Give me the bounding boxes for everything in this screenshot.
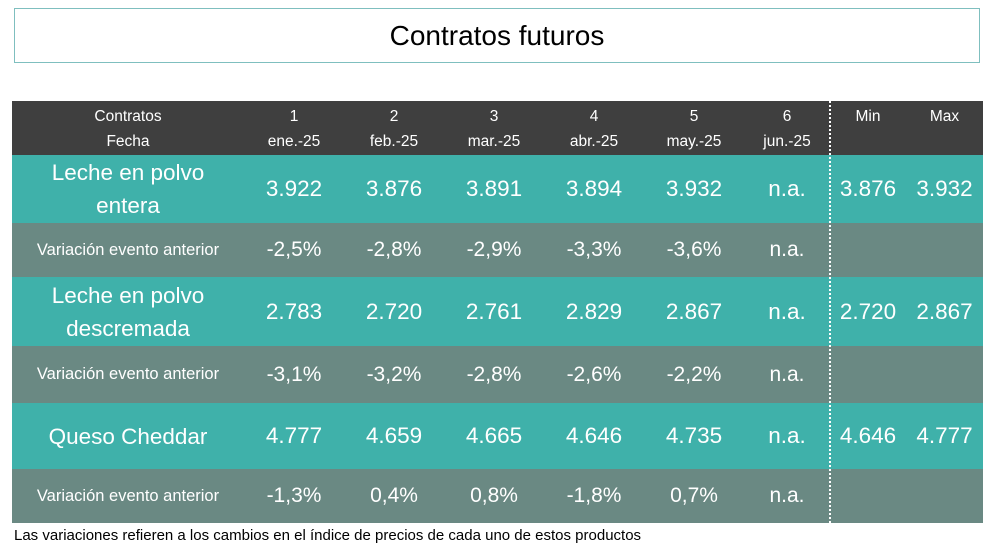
value-cell: -2,8% <box>466 362 522 386</box>
row-label-line1: Leche en polvo <box>51 282 205 308</box>
value-cell: n.a. <box>768 176 806 201</box>
value-cell: -1,8% <box>566 484 622 507</box>
header-col-3: 3 mar.-25 <box>444 101 544 155</box>
header-col-date: mar.-25 <box>467 133 521 150</box>
min-cell <box>830 223 906 277</box>
row-label: Leche en polvo descremada <box>12 277 244 346</box>
min-cell: 2.720 <box>839 298 897 324</box>
value-cell: -3,3% <box>566 238 622 261</box>
header-col-6: 6 jun.-25 <box>744 101 830 155</box>
value-cell: n.a. <box>769 362 805 386</box>
header-row-label: Contratos Fecha <box>12 101 244 155</box>
value-cell: n.a. <box>768 298 806 324</box>
max-cell: 4.777 <box>916 423 973 448</box>
row-label-line1: Variación evento anterior <box>36 365 220 383</box>
value-cell: 4.659 <box>365 423 423 448</box>
header-max: Max <box>906 101 983 155</box>
max-cell <box>906 469 983 523</box>
value-cell: 4.777 <box>265 423 323 448</box>
header-col-4: 4 abr.-25 <box>544 101 644 155</box>
header-col-date: abr.-25 <box>569 133 619 150</box>
product-row: Leche en polvo descremada 2.783 2.720 2.761 2… <box>12 277 983 346</box>
header-col-number: 1 <box>289 108 299 125</box>
value-cell: 3.922 <box>265 176 323 201</box>
row-label: Queso Cheddar <box>12 403 244 469</box>
header-col-number: 2 <box>389 108 399 125</box>
value-cell: 2.761 <box>465 298 523 324</box>
row-label-line2: descremada <box>66 315 190 341</box>
header-col-1: 1 ene.-25 <box>244 101 344 155</box>
page-title: Contratos futuros <box>14 8 980 63</box>
header-col-number: 5 <box>689 108 699 125</box>
header-min-label: Min <box>855 108 881 125</box>
max-cell: 2.867 <box>916 298 973 324</box>
header-fecha-label: Fecha <box>106 133 150 150</box>
header-max-label: Max <box>929 108 960 125</box>
value-cell: n.a. <box>769 484 805 507</box>
header-min: Min <box>830 101 906 155</box>
min-max-divider <box>829 101 831 523</box>
value-cell: -3,2% <box>366 362 422 386</box>
header-contratos-label: Contratos <box>94 108 162 125</box>
row-label-line2: entera <box>96 193 160 218</box>
min-cell: 3.876 <box>839 176 897 201</box>
value-cell: -2,9% <box>466 238 522 261</box>
row-label-line1: Variación evento anterior <box>36 240 220 259</box>
value-cell: -3,6% <box>666 238 722 261</box>
max-cell <box>906 346 983 403</box>
value-cell: n.a. <box>769 238 805 261</box>
table-header: Contratos Fecha 1 ene.-25 2 feb.-25 3 ma… <box>12 101 983 155</box>
max-cell <box>906 223 983 277</box>
header-col-5: 5 may.-25 <box>644 101 744 155</box>
min-cell <box>830 346 906 403</box>
value-cell: 2.867 <box>665 298 723 324</box>
value-cell: -2,8% <box>366 238 422 261</box>
row-label: Leche en polvo entera <box>12 155 244 223</box>
header-col-date: jun.-25 <box>763 133 811 150</box>
row-label: Variación evento anterior <box>12 469 244 523</box>
value-cell: 2.829 <box>565 298 623 324</box>
row-label-line1: Queso Cheddar <box>48 423 208 449</box>
min-cell <box>830 469 906 523</box>
row-label-line1: Leche en polvo <box>51 160 205 185</box>
max-cell: 3.932 <box>916 176 973 201</box>
header-col-number: 3 <box>489 108 499 125</box>
variation-row: Variación evento anterior -1,3% 0,4% 0,8% -1… <box>12 469 983 523</box>
variation-row: Variación evento anterior -2,5% -2,8% -2,9%… <box>12 223 983 277</box>
value-cell: 2.720 <box>365 298 423 324</box>
product-row: Leche en polvo entera 3.922 3.876 3.891 3.894… <box>12 155 983 223</box>
header-col-date: feb.-25 <box>369 133 419 150</box>
variation-row: Variación evento anterior -3,1% -3,2% -2,8%… <box>12 346 983 403</box>
value-cell: 0,7% <box>670 484 718 507</box>
value-cell: -1,3% <box>266 484 322 507</box>
value-cell: -2,6% <box>566 362 622 386</box>
min-cell: 4.646 <box>839 423 897 448</box>
value-cell: 3.932 <box>665 176 723 201</box>
header-col-number: 4 <box>589 108 599 125</box>
header-col-2: 2 feb.-25 <box>344 101 444 155</box>
value-cell: 4.646 <box>565 423 623 448</box>
row-label: Variación evento anterior <box>12 223 244 277</box>
header-col-number: 6 <box>782 108 792 125</box>
value-cell: 3.891 <box>465 176 523 201</box>
futures-table: Contratos Fecha 1 ene.-25 2 feb.-25 3 ma… <box>12 101 983 523</box>
value-cell: 3.876 <box>365 176 423 201</box>
header-col-date: may.-25 <box>666 133 722 150</box>
value-cell: 2.783 <box>265 298 323 324</box>
value-cell: -2,2% <box>666 362 722 386</box>
value-cell: 0,4% <box>370 484 418 507</box>
value-cell: 4.665 <box>465 423 523 448</box>
value-cell: -3,1% <box>266 362 322 386</box>
row-label: Variación evento anterior <box>12 346 244 403</box>
row-label-line1: Variación evento anterior <box>36 486 220 505</box>
value-cell: 3.894 <box>565 176 623 201</box>
footnote: Las variaciones refieren a los cambios e… <box>14 527 642 544</box>
header-col-date: ene.-25 <box>267 133 321 150</box>
value-cell: 4.735 <box>665 423 723 448</box>
product-row: Queso Cheddar 4.777 4.659 4.665 4.646 4.735 n.… <box>12 403 983 469</box>
value-cell: n.a. <box>768 423 806 448</box>
value-cell: 0,8% <box>470 484 518 507</box>
value-cell: -2,5% <box>266 238 322 261</box>
